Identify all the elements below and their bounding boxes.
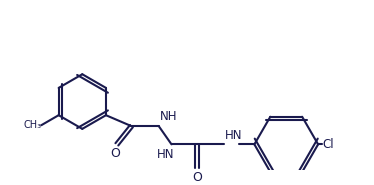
Text: NH: NH bbox=[160, 110, 177, 123]
Text: HN: HN bbox=[225, 129, 243, 142]
Text: Cl: Cl bbox=[323, 138, 334, 151]
Text: O: O bbox=[110, 147, 120, 160]
Text: O: O bbox=[192, 171, 202, 184]
Text: HN: HN bbox=[157, 148, 174, 161]
Text: CH₃: CH₃ bbox=[23, 120, 41, 130]
